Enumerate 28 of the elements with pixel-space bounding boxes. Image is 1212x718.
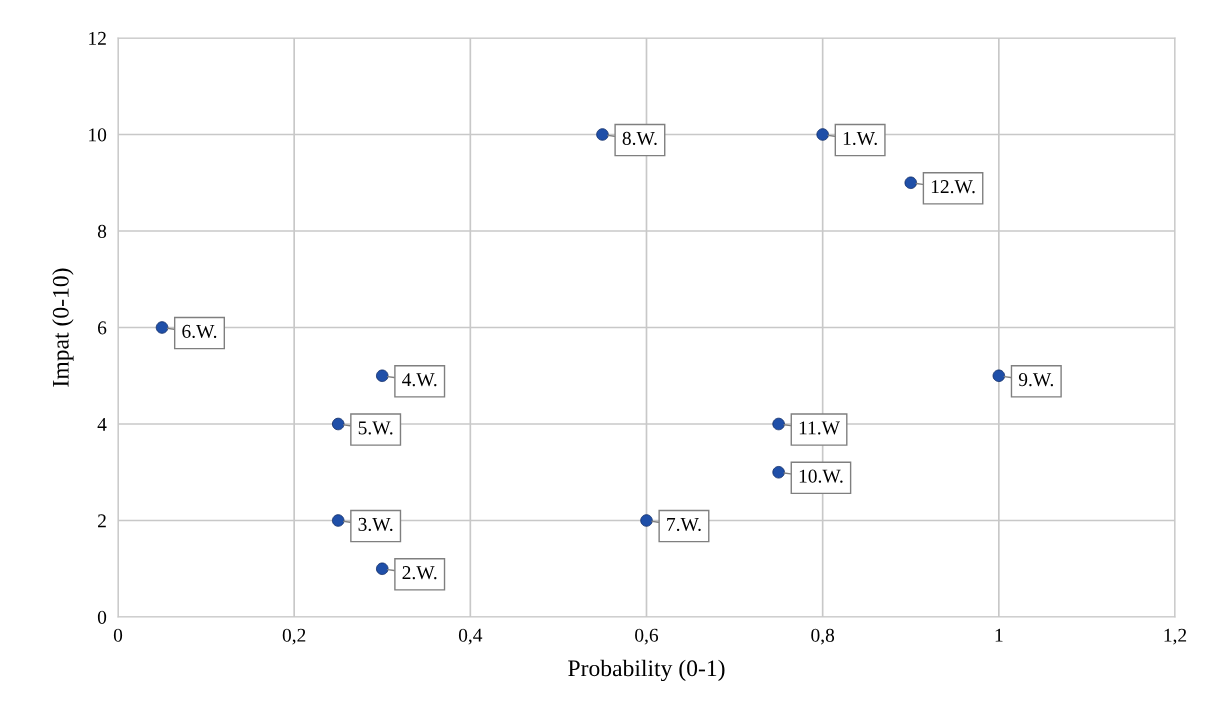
annotation: 5.W.	[358, 421, 393, 435]
x-tick-label: 0,8	[811, 628, 835, 645]
x-tick-label: 1	[995, 628, 1003, 642]
annotation: 4.W.	[402, 373, 437, 387]
x-tick-label: 0,2	[282, 628, 306, 645]
annotation: 2.W.	[402, 566, 437, 580]
annotation: 8.W.	[622, 131, 657, 146]
x-tick-label: 0,6	[635, 628, 659, 645]
annotation: 1.W.	[843, 131, 877, 146]
annotation: 6.W.	[182, 324, 217, 339]
annotation: 10.W.	[799, 469, 843, 483]
x-tick-label: 0	[113, 628, 123, 642]
x-tick-label: 1,2	[1164, 628, 1187, 645]
y-tick-label: 0	[97, 610, 107, 624]
annotation: 7.W.	[667, 518, 701, 532]
y-tick-label: 10	[89, 128, 107, 142]
y-tick-label: 4	[97, 417, 107, 431]
annotation: 12.W.	[931, 180, 975, 194]
annotation: 3.W.	[358, 517, 393, 532]
y-tick-label: 6	[98, 321, 107, 335]
y-tick-label: 12	[89, 31, 106, 45]
annotation: 9.W.	[1018, 373, 1054, 387]
annotation: 11.W	[799, 421, 840, 435]
y-tick-label: 2	[98, 514, 106, 528]
x-axis-title: Probability (0-1)	[568, 659, 725, 682]
y-axis-title: Impat (0-10)	[52, 268, 74, 387]
x-tick-label: 0,4	[458, 628, 483, 645]
y-tick-label: 8	[97, 224, 107, 238]
